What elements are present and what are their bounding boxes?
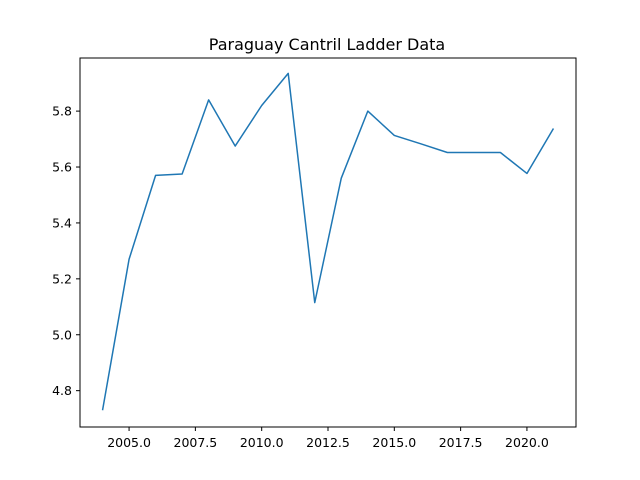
y-tick-label: 5.6 — [52, 160, 72, 175]
x-tick-label: 2017.5 — [439, 435, 483, 450]
axes-frame — [79, 57, 577, 428]
x-axis: 2005.0 2007.5 2010.0 2012.5 2015.0 2017.5 2020… — [107, 427, 549, 450]
x-tick-label: 2020.0 — [505, 435, 549, 450]
chart-title: Paraguay Cantril Ladder Data — [209, 35, 445, 54]
y-tick-label: 5.4 — [52, 215, 72, 230]
y-tick-label: 5.8 — [52, 104, 72, 119]
x-tick-label: 2005.0 — [107, 435, 151, 450]
plot-area — [101, 72, 555, 411]
x-tick-label: 2010.0 — [240, 435, 284, 450]
y-tick-label: 5.0 — [52, 327, 72, 342]
y-tick-label: 5.2 — [52, 271, 72, 286]
y-axis: 4.8 5.0 5.2 5.4 5.6 5.8 — [52, 104, 80, 398]
x-tick-label: 2007.5 — [174, 435, 218, 450]
y-tick-label: 4.8 — [52, 383, 72, 398]
series-line-0 — [101, 72, 555, 411]
x-tick-label: 2015.0 — [372, 435, 416, 450]
x-tick-label: 2012.5 — [306, 435, 350, 450]
